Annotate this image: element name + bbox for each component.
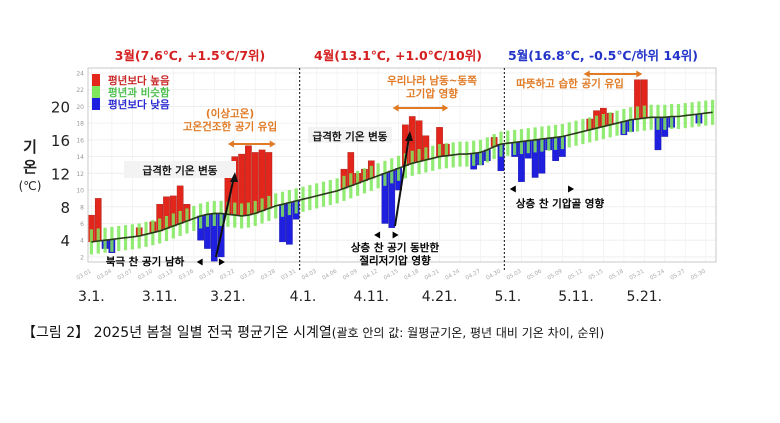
svg-text:03.16: 03.16	[178, 268, 195, 281]
svg-text:05.18: 05.18	[608, 268, 625, 281]
svg-text:3월(7.6℃, +1.5℃/7위): 3월(7.6℃, +1.5℃/7위)	[115, 48, 266, 63]
plot-frame	[87, 67, 717, 270]
svg-text:5.11.: 5.11.	[558, 289, 594, 305]
svg-text:05.27: 05.27	[670, 268, 687, 281]
svg-text:03.25: 03.25	[240, 268, 257, 281]
svg-text:05.30: 05.30	[690, 268, 707, 281]
svg-text:4월(13.1℃, +1.0℃/10위): 4월(13.1℃, +1.0℃/10위)	[314, 48, 482, 63]
svg-text:평년과 비슷함: 평년과 비슷함	[108, 86, 170, 99]
svg-text:(℃): (℃)	[19, 179, 42, 193]
svg-text:24: 24	[76, 71, 84, 78]
svg-text:14: 14	[76, 154, 84, 161]
svg-text:05.09: 05.09	[547, 268, 564, 281]
svg-text:05.24: 05.24	[649, 268, 666, 281]
svg-text:05.12: 05.12	[567, 269, 584, 282]
svg-text:3.11.: 3.11.	[142, 289, 178, 305]
svg-text:03.04: 03.04	[96, 268, 113, 281]
svg-text:04.30: 04.30	[485, 268, 502, 281]
svg-text:03.13: 03.13	[158, 268, 175, 281]
svg-text:상층 찬 공기 동반한: 상층 찬 공기 동반한	[351, 241, 440, 254]
caption-note: (괄호 안의 값: 월평균기온, 평년 대비 기온 차이, 순위)	[331, 326, 605, 340]
svg-text:평년보다 낮음: 평년보다 낮음	[108, 98, 170, 111]
svg-text:20: 20	[51, 98, 70, 116]
svg-text:10: 10	[76, 188, 84, 195]
month-titles: 3월(7.6℃, +1.5℃/7위) 4월(13.1℃, +1.0℃/10위) 5월…	[115, 48, 698, 63]
svg-text:16: 16	[51, 132, 70, 150]
svg-text:4: 4	[60, 232, 70, 250]
svg-text:04.24: 04.24	[444, 268, 461, 281]
svg-text:온: 온	[23, 158, 37, 176]
svg-text:03.31: 03.31	[281, 269, 298, 282]
svg-text:03.28: 03.28	[260, 268, 277, 281]
svg-text:03.10: 03.10	[137, 268, 154, 281]
svg-text:북극 찬 공기 남하: 북극 찬 공기 남하	[106, 255, 185, 268]
svg-text:절리저기압 영향: 절리저기압 영향	[359, 254, 431, 267]
svg-text:20: 20	[76, 104, 84, 111]
svg-text:평년보다 높음: 평년보다 높음	[108, 74, 170, 87]
svg-text:05.03: 05.03	[506, 268, 523, 281]
svg-text:4.1.: 4.1.	[290, 289, 317, 305]
svg-text:4: 4	[80, 238, 84, 245]
svg-text:따뜻하고 습한 공기 유입: 따뜻하고 습한 공기 유입	[516, 77, 624, 90]
svg-text:04.06: 04.06	[322, 268, 339, 281]
svg-text:급격한 기온 변동: 급격한 기온 변동	[313, 130, 388, 143]
svg-text:4.21.: 4.21.	[422, 289, 458, 305]
svg-text:4.11.: 4.11.	[353, 289, 389, 305]
svg-text:2: 2	[80, 254, 84, 261]
svg-text:상층 찬 기압골 영향: 상층 찬 기압골 영향	[516, 197, 605, 210]
svg-text:8: 8	[80, 204, 84, 211]
svg-text:18: 18	[76, 121, 84, 128]
svg-text:03.07: 03.07	[117, 268, 134, 281]
svg-text:5월(16.8℃, -0.5℃/하위 14위): 5월(16.8℃, -0.5℃/하위 14위)	[508, 48, 698, 63]
normal-line	[91, 111, 713, 243]
svg-text:03.19: 03.19	[199, 268, 216, 281]
svg-text:기: 기	[23, 138, 37, 156]
svg-text:5.21.: 5.21.	[627, 289, 663, 305]
svg-text:6: 6	[80, 221, 84, 228]
svg-text:04.09: 04.09	[342, 268, 359, 281]
svg-text:우리나라 남동~동쪽: 우리나라 남동~동쪽	[387, 74, 477, 87]
svg-text:고기압 영향: 고기압 영향	[406, 87, 458, 100]
svg-text:04.21: 04.21	[424, 269, 441, 282]
svg-text:04.18: 04.18	[403, 268, 420, 281]
svg-text:3.1.: 3.1.	[78, 289, 105, 305]
svg-text:12: 12	[76, 171, 84, 178]
svg-text:03.01: 03.01	[76, 269, 93, 282]
svg-text:04.03: 04.03	[301, 268, 318, 281]
svg-text:(이상고온): (이상고온)	[206, 107, 254, 120]
figure-caption: 【그림 2】 2025년 봄철 일별 전국 평균기온 시계열(괄호 안의 값: …	[22, 322, 604, 342]
svg-text:04.15: 04.15	[383, 268, 400, 281]
svg-text:5.1.: 5.1.	[494, 289, 521, 305]
svg-text:3.21.: 3.21.	[210, 289, 246, 305]
svg-text:22: 22	[76, 87, 84, 94]
svg-text:05.21: 05.21	[629, 269, 646, 282]
svg-text:04.27: 04.27	[465, 268, 482, 281]
caption-main: 【그림 2】 2025년 봄철 일별 전국 평균기온 시계열	[22, 325, 332, 341]
svg-text:03.22: 03.22	[219, 269, 236, 282]
svg-text:05.06: 05.06	[526, 268, 543, 281]
svg-text:05.15: 05.15	[588, 268, 605, 281]
svg-text:16: 16	[76, 137, 84, 144]
svg-text:급격한 기온 변동: 급격한 기온 변동	[143, 164, 218, 177]
svg-text:04.12: 04.12	[362, 269, 379, 282]
svg-text:8: 8	[60, 199, 70, 217]
svg-text:고온건조한 공기 유입: 고온건조한 공기 유입	[183, 120, 277, 133]
svg-text:12: 12	[51, 165, 70, 183]
